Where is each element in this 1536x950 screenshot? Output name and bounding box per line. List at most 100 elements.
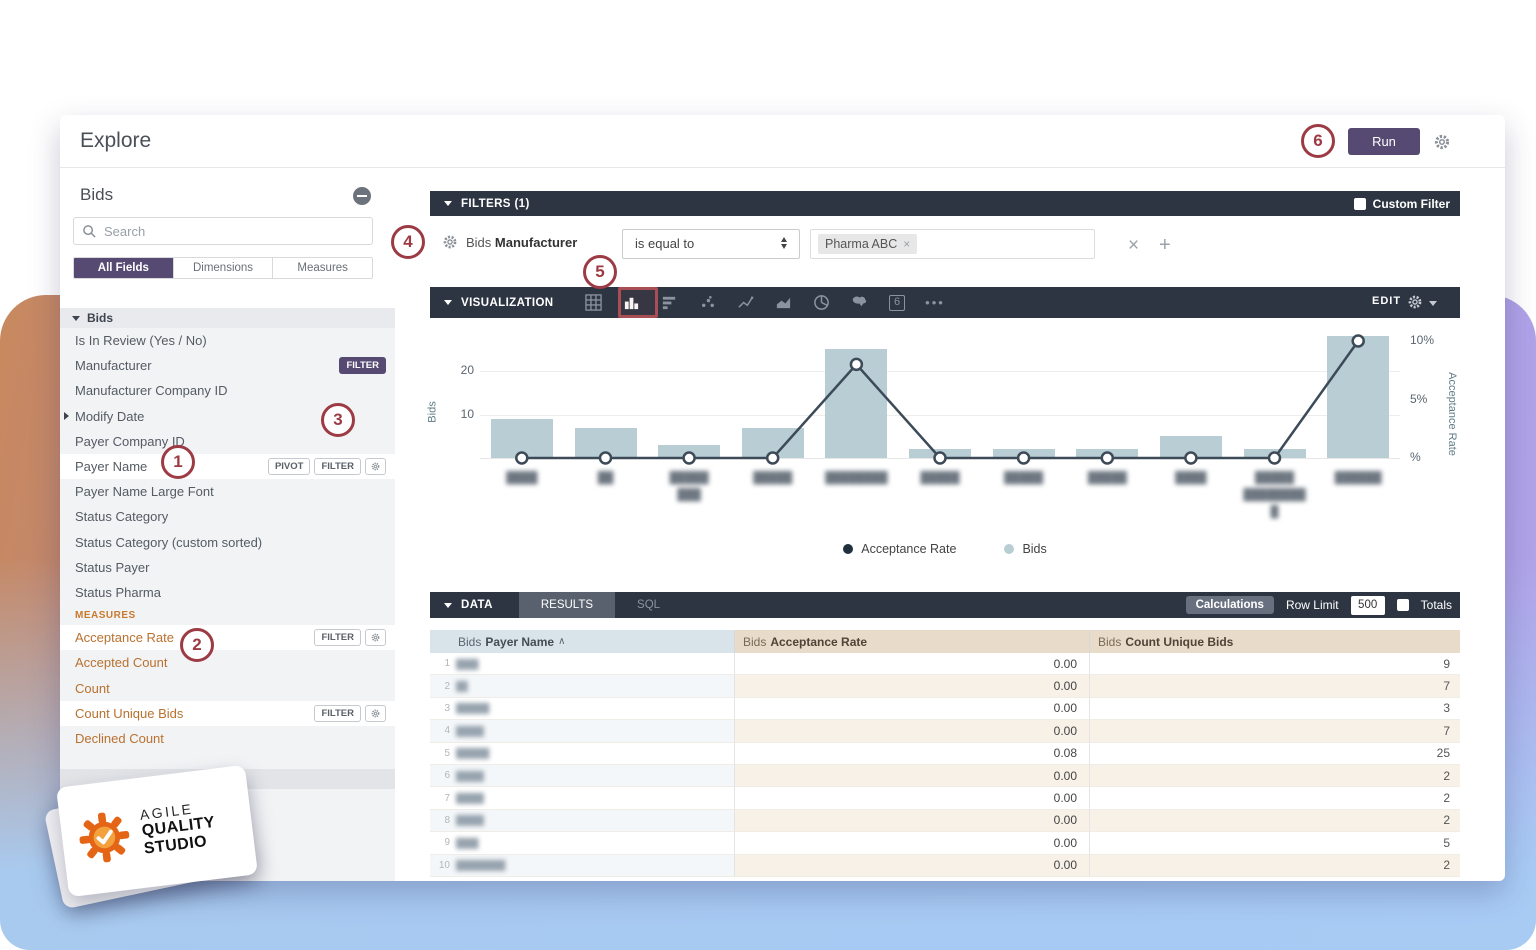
line-marker[interactable] <box>849 357 864 372</box>
tab-all-fields[interactable]: All Fields <box>74 258 174 278</box>
field-is-in-review-yes-no[interactable]: Is In Review (Yes / No) <box>60 328 395 354</box>
filter-operator-value: is equal to <box>635 236 695 251</box>
right-axis-tick: % <box>1410 450 1421 464</box>
redacted-payer-name: █████████ <box>456 860 505 871</box>
totals-checkbox[interactable] <box>1396 599 1409 611</box>
field-gear-icon[interactable] <box>365 704 386 722</box>
data-collapse-caret-icon[interactable] <box>444 602 452 608</box>
chip-remove-icon[interactable]: × <box>903 237 911 251</box>
redacted-payer-name: ██ <box>456 681 468 692</box>
filter-value-chip[interactable]: Pharma ABC × <box>818 234 918 254</box>
visualization-collapse-caret-icon[interactable] <box>444 300 452 305</box>
pie-chart-viz-icon[interactable] <box>810 292 832 314</box>
scatter-viz-icon[interactable] <box>696 292 718 314</box>
filters-collapse-caret-icon[interactable] <box>444 201 452 206</box>
viz-edit-button[interactable]: EDIT <box>1372 295 1402 307</box>
field-count[interactable]: Count <box>60 675 395 701</box>
table-row[interactable]: 7 █████ 0.00 2 <box>430 787 1460 810</box>
table-row[interactable]: 10 █████████ 0.00 2 <box>430 854 1460 877</box>
row-chart-viz-icon[interactable] <box>658 292 680 314</box>
field-payer-name[interactable]: Payer Name PIVOT FILTER <box>60 453 395 480</box>
expand-caret-icon[interactable] <box>64 412 69 421</box>
field-count-unique-bids[interactable]: Count Unique Bids FILTER <box>60 700 395 726</box>
chart-bar[interactable] <box>1327 336 1390 458</box>
table-row[interactable]: 6 █████ 0.00 2 <box>430 764 1460 788</box>
cell-payer-name: 8 █████ <box>430 809 735 833</box>
field-payer-name-large-font[interactable]: Payer Name Large Font <box>60 479 395 505</box>
tab-dimensions[interactable]: Dimensions <box>173 258 274 278</box>
viz-settings-gear-icon[interactable] <box>1406 293 1424 311</box>
chart-bar[interactable] <box>1159 436 1222 459</box>
table-row[interactable]: 4 █████ 0.00 7 <box>430 720 1460 743</box>
app-header: Explore Run <box>60 115 1505 168</box>
field-group-header[interactable]: Bids <box>60 308 395 328</box>
filter-operator-select[interactable]: is equal to <box>622 229 800 259</box>
column-view-prefix: Bids <box>743 634 767 649</box>
row-limit-input[interactable] <box>1350 595 1385 615</box>
filter-value-input[interactable]: Pharma ABC × <box>810 229 1095 259</box>
single-value-viz-icon[interactable]: 6 <box>886 292 908 314</box>
column-header-count-unique-bids[interactable]: Bids Count Unique Bids <box>1090 630 1460 653</box>
tab-measures[interactable]: Measures <box>273 258 372 278</box>
run-button[interactable]: Run <box>1348 128 1420 155</box>
field-status-pharma[interactable]: Status Pharma <box>60 579 395 606</box>
line-marker[interactable] <box>1016 451 1031 465</box>
line-marker[interactable] <box>765 451 780 465</box>
column-header-payer-name[interactable]: Bids Payer Name ∧ <box>430 630 735 653</box>
field-row-actions: FILTER <box>339 357 386 375</box>
calculations-button[interactable]: Calculations <box>1185 596 1274 614</box>
combo-chart: 10 20% 5% 10% Bids Acceptance Rate ████ ██ █████… <box>427 318 1460 590</box>
map-viz-icon[interactable] <box>848 292 870 314</box>
table-row[interactable]: 2 ██ 0.00 7 <box>430 675 1460 698</box>
row-number: 4 <box>444 725 450 737</box>
table-row[interactable]: 8 █████ 0.00 2 <box>430 809 1460 833</box>
bar-chart-viz-icon[interactable] <box>620 292 642 314</box>
cell-payer-name: 4 █████ <box>430 720 735 743</box>
field-manufacturer-company-id[interactable]: Manufacturer Company ID <box>60 378 395 404</box>
collapse-view-icon[interactable] <box>353 187 371 205</box>
filter-add-icon[interactable]: + <box>1159 234 1171 256</box>
cell-payer-name: 5 ██████ <box>430 742 735 765</box>
pivot-button[interactable]: PIVOT <box>267 458 311 476</box>
table-row[interactable]: 9 ████ 0.00 5 <box>430 832 1460 855</box>
column-header-acceptance-rate[interactable]: Bids Acceptance Rate <box>735 630 1090 653</box>
line-marker[interactable] <box>682 451 696 465</box>
table-row[interactable]: 1 ████ 0.00 9 <box>430 653 1460 676</box>
line-marker[interactable] <box>1100 451 1115 465</box>
field-gear-icon[interactable] <box>365 629 386 647</box>
line-marker[interactable] <box>598 451 613 465</box>
explore-settings-gear-icon[interactable] <box>1432 132 1452 152</box>
field-manufacturer[interactable]: Manufacturer FILTER <box>60 353 395 379</box>
field-status-category-custom-sorted[interactable]: Status Category (custom sorted) <box>60 529 395 555</box>
custom-filter-checkbox[interactable] <box>1353 197 1366 210</box>
tab-sql[interactable]: SQL <box>637 599 661 611</box>
search-input[interactable] <box>104 219 364 243</box>
field-status-category[interactable]: Status Category <box>60 504 395 530</box>
line-marker[interactable] <box>1267 451 1282 465</box>
line-marker[interactable] <box>1351 334 1365 348</box>
table-row[interactable]: 3 ██████ 0.00 3 <box>430 697 1460 721</box>
cell-count-unique-bids: 5 <box>1090 832 1460 855</box>
sort-asc-icon[interactable]: ∧ <box>558 636 566 647</box>
field-declined-count[interactable]: Declined Count <box>60 725 395 751</box>
filter-button[interactable]: FILTER <box>314 629 361 647</box>
line-marker[interactable] <box>1184 451 1198 465</box>
table-row[interactable]: 5 ██████ 0.08 25 <box>430 742 1460 765</box>
filter-button[interactable]: FILTER <box>314 458 361 476</box>
tab-results[interactable]: RESULTS <box>518 592 616 618</box>
table-viz-icon[interactable] <box>582 292 604 314</box>
field-accepted-count[interactable]: Accepted Count <box>60 650 395 676</box>
line-marker[interactable] <box>515 451 529 465</box>
field-status-payer[interactable]: Status Payer <box>60 554 395 580</box>
more-viz-types-icon[interactable]: ••• <box>925 295 945 310</box>
filter-button[interactable]: FILTER <box>314 704 361 722</box>
filter-clear-icon[interactable]: × <box>1128 235 1140 256</box>
cell-acceptance-rate: 0.00 <box>735 832 1090 855</box>
line-marker[interactable] <box>933 451 947 465</box>
area-chart-viz-icon[interactable] <box>772 292 794 314</box>
field-gear-icon[interactable] <box>365 458 386 476</box>
field-acceptance-rate[interactable]: Acceptance Rate FILTER <box>60 625 395 651</box>
redacted-payer-name: ██████ <box>456 748 489 759</box>
filter-field-gear-icon[interactable] <box>441 233 459 251</box>
line-chart-viz-icon[interactable] <box>734 292 756 314</box>
